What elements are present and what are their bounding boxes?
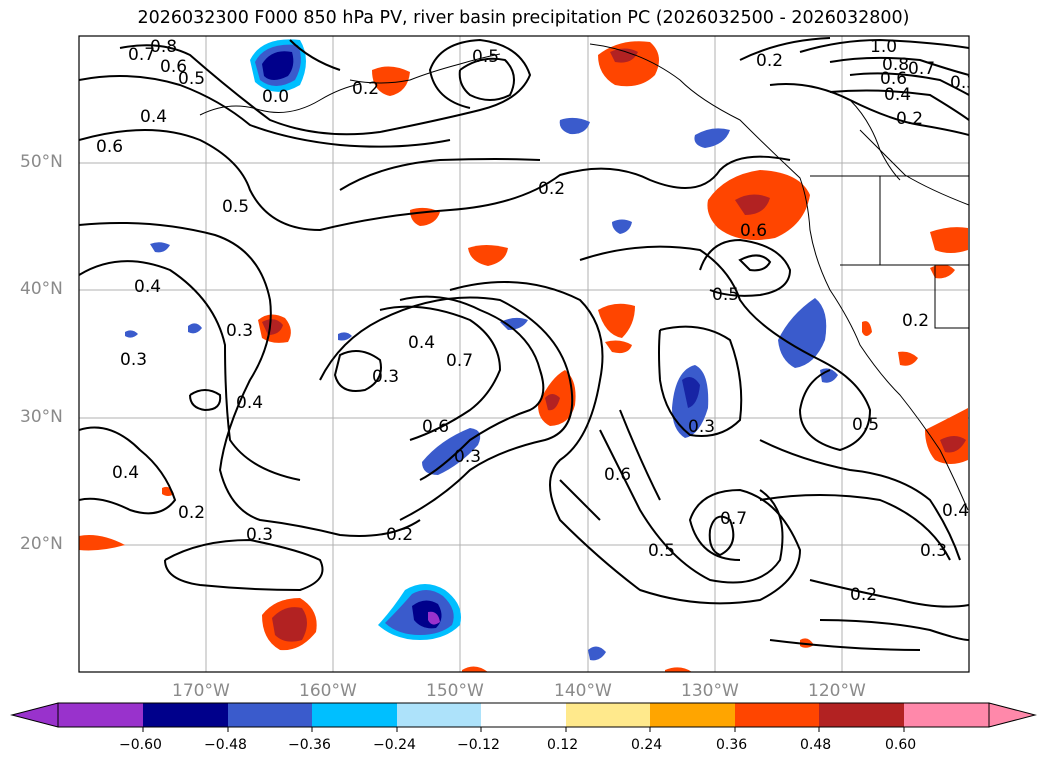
lat-label: 20°N bbox=[20, 534, 63, 554]
contour-label: 0.2 bbox=[902, 311, 929, 331]
contour-label: 0.2 bbox=[756, 51, 783, 71]
contour-label: 0.4 bbox=[408, 333, 435, 353]
contour-label: 0.3 bbox=[372, 367, 399, 387]
lat-label: 50°N bbox=[20, 152, 63, 172]
lon-label: 130°W bbox=[681, 681, 739, 701]
lon-label: 120°W bbox=[808, 681, 866, 701]
contour-label: 0.7 bbox=[446, 351, 473, 371]
colorbar-tick-label: −0.24 bbox=[373, 737, 416, 753]
contour-label: 0.5 bbox=[648, 541, 675, 561]
contour-label: 0.5 bbox=[178, 69, 205, 89]
contour-label: 0.4 bbox=[112, 463, 139, 483]
contour-label: 0.4 bbox=[236, 393, 263, 413]
contour-label: 0.7 bbox=[720, 509, 747, 529]
colorbar-tick-label: −0.48 bbox=[204, 737, 247, 753]
contour-label: 0.7 bbox=[128, 45, 155, 65]
map-frame bbox=[78, 35, 970, 673]
lon-label: 160°W bbox=[299, 681, 357, 701]
contour-label: 0.6 bbox=[422, 417, 449, 437]
contour-label: 0.6 bbox=[96, 137, 123, 157]
contour-label: 0.3 bbox=[120, 350, 147, 370]
pv-contours bbox=[79, 37, 969, 651]
precip-shading bbox=[79, 39, 968, 672]
contour-label: 0.2 bbox=[386, 525, 413, 545]
colorbar-tick-label: 0.24 bbox=[631, 737, 663, 753]
contour-label: 0.6 bbox=[160, 57, 187, 77]
colorbar-tick-label: 0.36 bbox=[716, 737, 748, 753]
lon-label: 140°W bbox=[554, 681, 612, 701]
lon-label: 150°W bbox=[426, 681, 484, 701]
colorbar-tick-label: 0.48 bbox=[800, 737, 832, 753]
contour-label: 0.6 bbox=[604, 465, 631, 485]
colorbar-tick-label: −0.12 bbox=[457, 737, 500, 753]
contour-label: 0.2 bbox=[538, 179, 565, 199]
colorbar bbox=[10, 702, 1037, 732]
colorbar-tick-label: −0.60 bbox=[119, 737, 162, 753]
contour-label: 0.4 bbox=[942, 501, 969, 521]
map-area bbox=[79, 36, 969, 672]
contour-label: 0.6 bbox=[880, 69, 907, 89]
contour-label: 0.8 bbox=[882, 55, 909, 75]
colorbar-tick-label: −0.36 bbox=[288, 737, 331, 753]
contour-label: 0.2 bbox=[896, 109, 923, 129]
lat-label: 40°N bbox=[20, 279, 63, 299]
contour-label: 0.6 bbox=[740, 221, 767, 241]
map-title: 2026032300 F000 850 hPa PV, river basin … bbox=[137, 8, 910, 28]
contour-label: 0.4 bbox=[140, 107, 167, 127]
contour-label: 0.5 bbox=[712, 285, 739, 305]
contour-label: 0.5 bbox=[222, 197, 249, 217]
lon-label: 170°W bbox=[172, 681, 230, 701]
contour-label: 0.5 bbox=[852, 415, 879, 435]
contour-label: 0.2 bbox=[850, 585, 877, 605]
contour-label: 0.5 bbox=[472, 47, 499, 67]
contour-label: 0.3 bbox=[454, 447, 481, 467]
colorbar-tick-label: 0.60 bbox=[885, 737, 917, 753]
contour-label: 0.4 bbox=[134, 277, 161, 297]
contour-labels: 0.8 0.7 0.6 0.5 0.4 0.6 0.5 0.4 0.3 0.3 … bbox=[96, 37, 977, 605]
colorbar-tick-label: 0.12 bbox=[547, 737, 579, 753]
contour-label: 0.7 bbox=[908, 59, 935, 79]
contour-label: 1.0 bbox=[870, 37, 897, 57]
lat-label: 30°N bbox=[20, 407, 63, 427]
contour-label: 0.4 bbox=[884, 85, 911, 105]
contour-label: 0.3 bbox=[688, 417, 715, 437]
contour-label: 0.3 bbox=[920, 541, 947, 561]
contour-label: 0.2 bbox=[178, 503, 205, 523]
contour-label: 0.8 bbox=[150, 37, 177, 57]
contour-label: 0.3 bbox=[246, 525, 273, 545]
contour-label: 0.2 bbox=[352, 79, 379, 99]
coastlines bbox=[199, 43, 969, 511]
contour-label: 0.0 bbox=[262, 87, 289, 107]
contour-label: 0.3 bbox=[226, 321, 253, 341]
contour-label: 0.3 bbox=[950, 73, 977, 93]
